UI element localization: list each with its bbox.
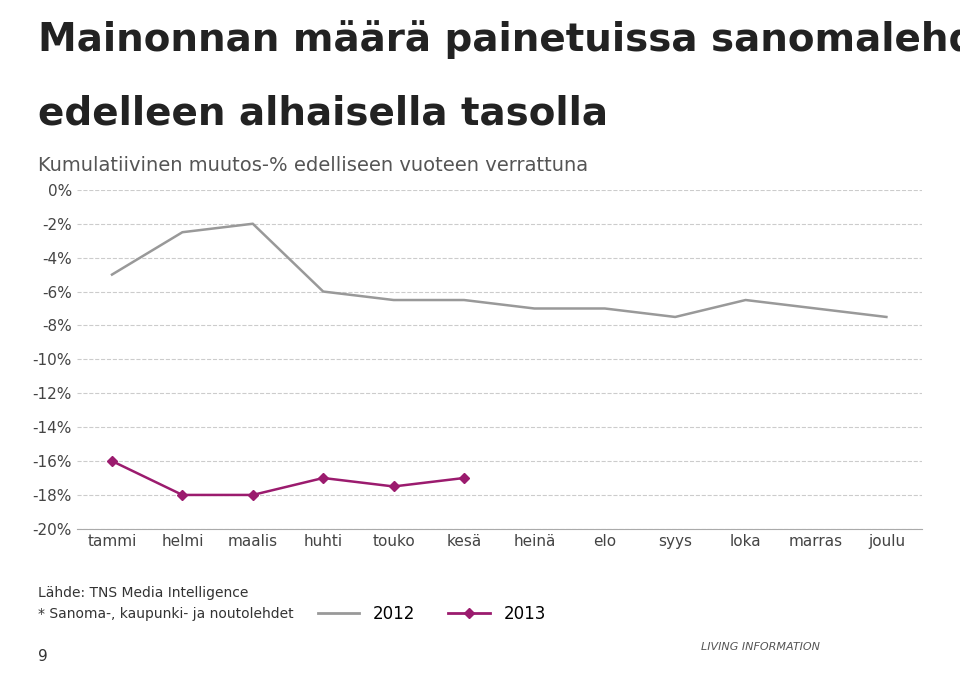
Text: Mainonnan määrä painetuissa sanomalehdissä*: Mainonnan määrä painetuissa sanomalehdis… xyxy=(38,20,960,59)
Text: LIVING INFORMATION: LIVING INFORMATION xyxy=(701,643,820,652)
Text: edelleen alhaisella tasolla: edelleen alhaisella tasolla xyxy=(38,95,609,133)
Text: * Sanoma-, kaupunki- ja noutolehdet: * Sanoma-, kaupunki- ja noutolehdet xyxy=(38,607,294,621)
Text: Kumulatiivinen muutos-% edelliseen vuoteen verrattuna: Kumulatiivinen muutos-% edelliseen vuote… xyxy=(38,156,588,175)
Text: Lähde: TNS Media Intelligence: Lähde: TNS Media Intelligence xyxy=(38,586,249,601)
Text: AL
MA: AL MA xyxy=(847,627,881,668)
Text: 9: 9 xyxy=(38,650,48,664)
Legend: 2012, 2013: 2012, 2013 xyxy=(311,598,552,630)
